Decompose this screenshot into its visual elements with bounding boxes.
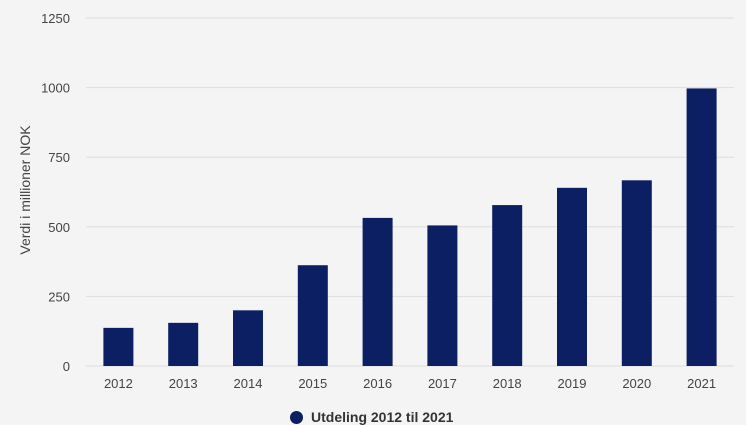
bar-2012[interactable] <box>103 327 134 366</box>
bar-2017[interactable] <box>427 225 458 366</box>
y-tick-label: 500 <box>48 220 70 235</box>
bar-2016[interactable] <box>362 217 393 366</box>
y-tick-label: 250 <box>48 289 70 304</box>
x-tick-label: 2013 <box>169 376 198 391</box>
y-tick-label: 1000 <box>41 81 70 96</box>
x-tick-label: 2016 <box>363 376 392 391</box>
bar-2020[interactable] <box>621 180 652 366</box>
bars <box>103 88 717 366</box>
x-tick-label: 2012 <box>104 376 133 391</box>
x-axis-ticks: 2012 2013 2014 2015 2016 2017 2018 2019 2020 2021 <box>104 376 716 391</box>
y-tick-label: 1250 <box>41 11 70 26</box>
legend-label: Utdeling 2012 til 2021 <box>311 409 454 425</box>
x-tick-label: 2017 <box>428 376 457 391</box>
bar-2021[interactable] <box>686 88 717 366</box>
bar-2015[interactable] <box>297 265 328 366</box>
y-tick-label: 750 <box>48 150 70 165</box>
x-tick-label: 2020 <box>622 376 651 391</box>
bar-2018[interactable] <box>492 205 523 366</box>
y-tick-label: 0 <box>63 359 70 374</box>
x-tick-label: 2021 <box>687 376 716 391</box>
bar-2014[interactable] <box>233 310 263 366</box>
bar-2019[interactable] <box>557 187 587 366</box>
bar-2013[interactable] <box>168 322 199 366</box>
x-tick-label: 2015 <box>298 376 327 391</box>
y-axis-title: Verdi i millioner NOK <box>17 125 33 255</box>
y-axis-ticks: 0 250 500 750 1000 1250 <box>41 11 70 374</box>
x-tick-label: 2014 <box>234 376 263 391</box>
x-tick-label: 2019 <box>558 376 587 391</box>
x-tick-label: 2018 <box>493 376 522 391</box>
legend-swatch <box>290 410 303 424</box>
legend[interactable]: Utdeling 2012 til 2021 <box>290 409 453 425</box>
